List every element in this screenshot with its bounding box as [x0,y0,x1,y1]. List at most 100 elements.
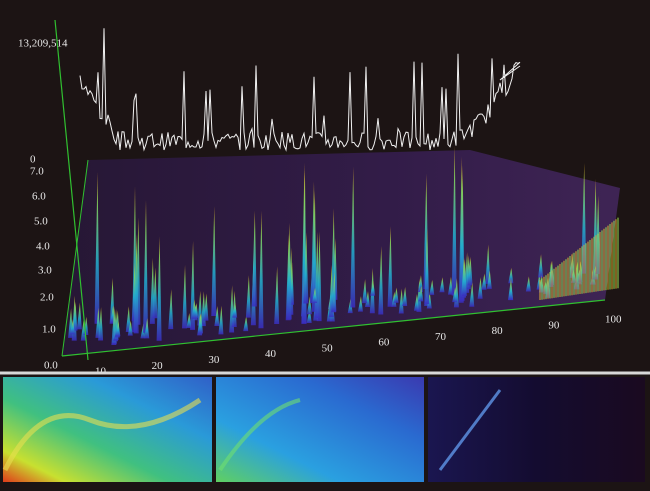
peak [214,306,220,326]
vertical-axis-line [54,19,89,361]
peak [125,306,131,333]
horizontal-tick-label: 60 [378,337,390,349]
contour-band [218,398,301,472]
peak [424,228,430,305]
contour-panel [428,377,645,482]
peak [94,171,100,324]
vertical-tick-label: 3.0 [38,265,52,277]
peak [508,278,514,300]
peak [306,307,312,323]
peak [391,291,397,307]
horizontal-tick-label: 70 [435,331,447,343]
peak [418,286,424,302]
peak [152,267,158,319]
peak [156,236,162,341]
peak [98,307,104,341]
horizontal-tick-label: 50 [322,342,334,354]
peak [203,293,209,321]
peak [485,244,491,284]
horizontal-axis-line [61,299,606,357]
peak [413,294,419,311]
contour-band [2,397,202,472]
peak [461,258,467,296]
peak [378,246,384,315]
peak [331,271,337,312]
peak [477,277,483,299]
peak [72,301,78,331]
vertical-tick-label: 4.0 [36,241,50,253]
vertical-tick-label: 2.0 [40,292,54,304]
peak [451,145,457,296]
peak [581,163,587,274]
peak [274,266,280,325]
peak [232,302,238,318]
intensity-readout: 13,209,514 [18,38,68,50]
peak [508,267,514,284]
contour-panel [216,377,424,482]
peak [243,316,249,332]
peak [115,321,121,337]
peak [142,200,148,333]
peak [452,287,458,303]
peak [362,279,368,304]
peak [417,275,423,292]
peak [303,232,309,304]
peak [211,206,217,316]
peak [168,289,174,330]
horizontal-tick-label: 20 [152,360,164,372]
peak [357,296,363,312]
peak [258,210,264,329]
peak [426,292,432,309]
vertical-tick-label: 5.0 [34,216,48,228]
peak [538,254,544,278]
peak [467,256,473,286]
vertical-axis-labels: 7.0 6.0 5.0 4.0 3.0 2.0 1.0 0.0 [30,166,58,372]
peak [312,287,318,304]
peak [347,298,353,314]
peak [245,275,251,318]
peak [133,233,139,334]
peak [76,302,82,330]
peak [387,226,393,307]
vertical-tick-label: 1.0 [42,324,56,336]
peak [251,210,257,307]
peak [481,273,487,290]
contour-panels [2,377,645,482]
peak [80,318,86,341]
peak [398,288,404,314]
vertical-tick-label: 6.0 [32,191,46,203]
peak [306,296,312,315]
peak [218,305,224,335]
peak [486,270,492,289]
peak [186,312,192,328]
peak [447,276,453,295]
peak [127,320,133,336]
peak [198,313,204,334]
peak [469,282,475,307]
peak [370,280,376,296]
peak [439,277,445,293]
peak [402,287,408,307]
horizontal-tick-label: 100 [605,314,622,326]
peak [525,276,531,292]
peak [182,264,188,329]
peak [286,222,292,320]
peak [429,279,435,295]
contour-band [438,389,502,471]
peak [191,299,197,319]
vertical-tick-label: 7.0 [30,166,44,178]
horizontal-tick-label: 40 [265,348,277,360]
vertical-tick-label: 0.0 [44,360,58,372]
axis-top-label: 0 [30,154,36,166]
horizontal-tick-label: 30 [208,354,220,366]
peaks [68,145,619,345]
peak [311,190,317,312]
surface-plane [62,150,620,356]
peak [144,318,150,339]
peak [69,319,75,335]
horizontal-tick-label: 80 [492,325,504,337]
depth-axis-line [61,159,89,357]
peak [140,323,146,339]
